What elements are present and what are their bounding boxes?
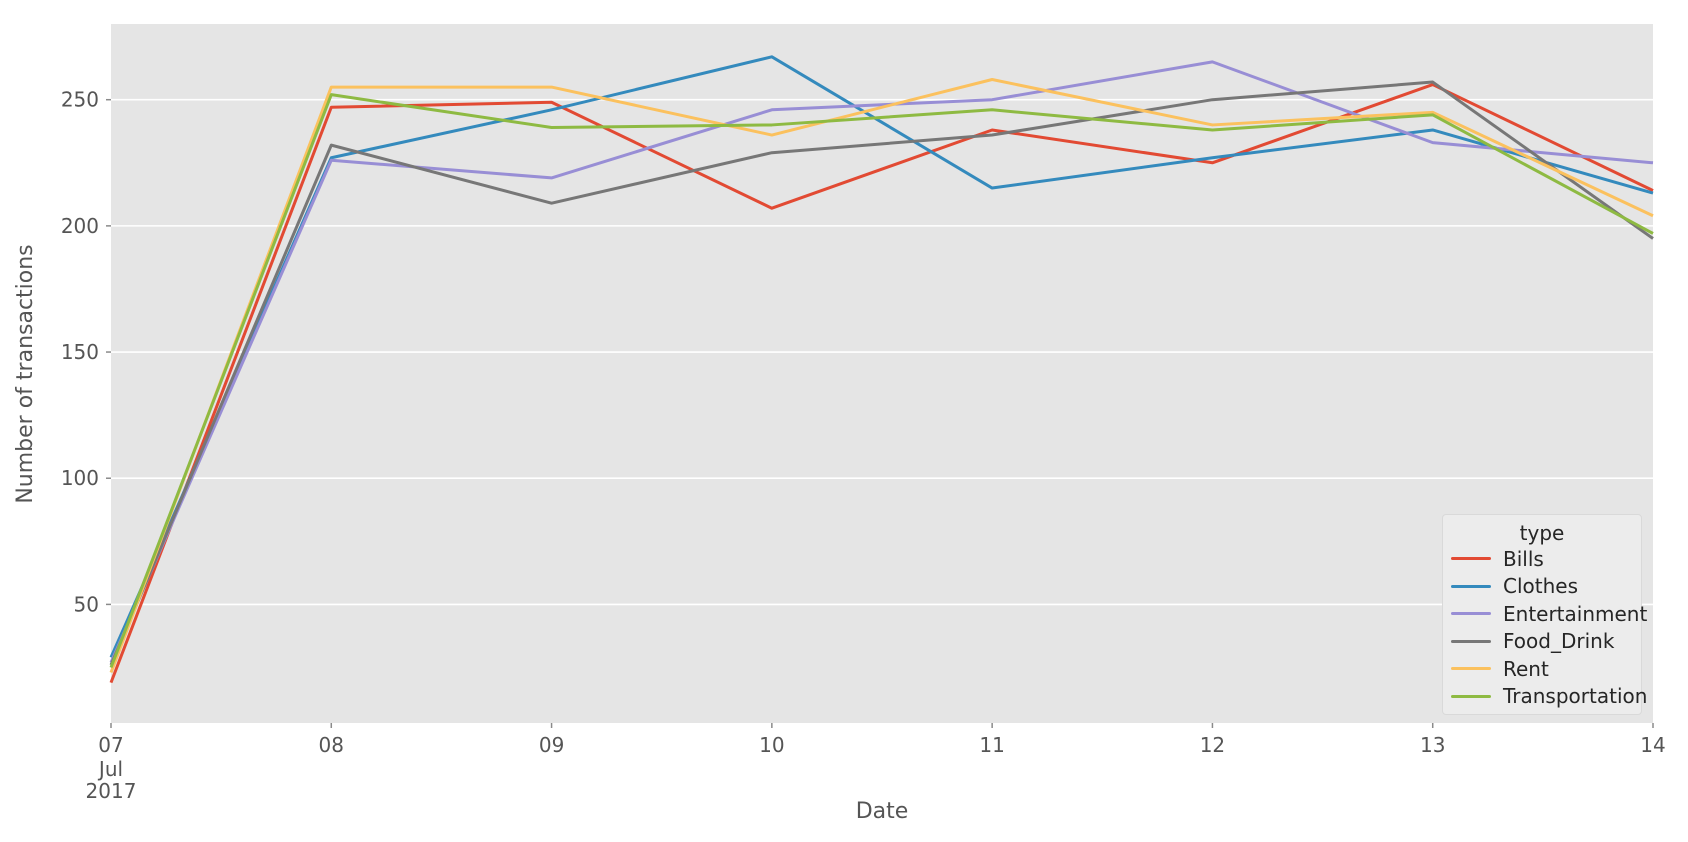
- x-tick-label-11: 11: [979, 733, 1004, 757]
- x-axis-sublabel-2017: 2017: [86, 779, 137, 803]
- legend-item-entertainment: Entertainment: [1443, 600, 1647, 628]
- series-line-rent: [109, 78, 1654, 674]
- series-line-transportation: [109, 93, 1654, 669]
- x-tick-label-07: 07: [98, 733, 123, 757]
- legend-item-food-drink: Food_Drink: [1443, 628, 1641, 656]
- legend-swatch-bills: [1451, 557, 1491, 561]
- legend-swatch-rent: [1451, 667, 1491, 671]
- legend-label-food-drink: Food_Drink: [1503, 629, 1615, 654]
- x-tick-label-14: 14: [1640, 733, 1665, 757]
- legend-label-entertainment: Entertainment: [1503, 601, 1648, 626]
- legend-swatch-transportation: [1451, 694, 1491, 698]
- y-axis-label: Number of transactions: [13, 244, 38, 503]
- x-axis-label: Date: [856, 799, 909, 824]
- y-tick-label-50: 50: [74, 592, 99, 616]
- legend-items: Bills Clothes Entertainment Food_Drink Rent T…: [1443, 545, 1647, 711]
- legend-label-rent: Rent: [1503, 656, 1549, 681]
- legend: type Bills Clothes Entertainment Food_Drink…: [1442, 514, 1647, 715]
- x-tick-label-13: 13: [1420, 733, 1445, 757]
- x-axis-sublabel-jul: Jul: [97, 757, 123, 781]
- plot-area: [111, 24, 1653, 723]
- series-line-bills: [109, 83, 1654, 684]
- axis-ticks: [106, 98, 1654, 728]
- legend-label-clothes: Clothes: [1503, 574, 1578, 599]
- x-tick-label-09: 09: [539, 733, 564, 757]
- series-lines: [109, 55, 1654, 684]
- y-tick-label-150: 150: [61, 340, 99, 364]
- legend-item-rent: Rent: [1443, 655, 1641, 683]
- series-line-food-drink: [109, 80, 1654, 666]
- legend-item-clothes: Clothes: [1443, 573, 1641, 601]
- x-tick-label-10: 10: [759, 733, 784, 757]
- legend-item-bills: Bills: [1443, 545, 1641, 573]
- y-tick-label-250: 250: [61, 88, 99, 112]
- series-line-clothes: [109, 55, 1654, 658]
- series-line-entertainment: [109, 60, 1654, 664]
- x-tick-label-12: 12: [1200, 733, 1225, 757]
- x-tick-label-08: 08: [319, 733, 344, 757]
- legend-swatch-food-drink: [1451, 639, 1491, 643]
- legend-item-transportation: Transportation: [1443, 683, 1647, 711]
- legend-swatch-entertainment: [1451, 612, 1491, 616]
- legend-title: type: [1519, 521, 1565, 545]
- legend-label-transportation: Transportation: [1503, 684, 1648, 709]
- y-tick-label-200: 200: [61, 214, 99, 238]
- y-tick-label-100: 100: [61, 466, 99, 490]
- legend-swatch-clothes: [1451, 584, 1491, 588]
- legend-label-bills: Bills: [1503, 546, 1544, 571]
